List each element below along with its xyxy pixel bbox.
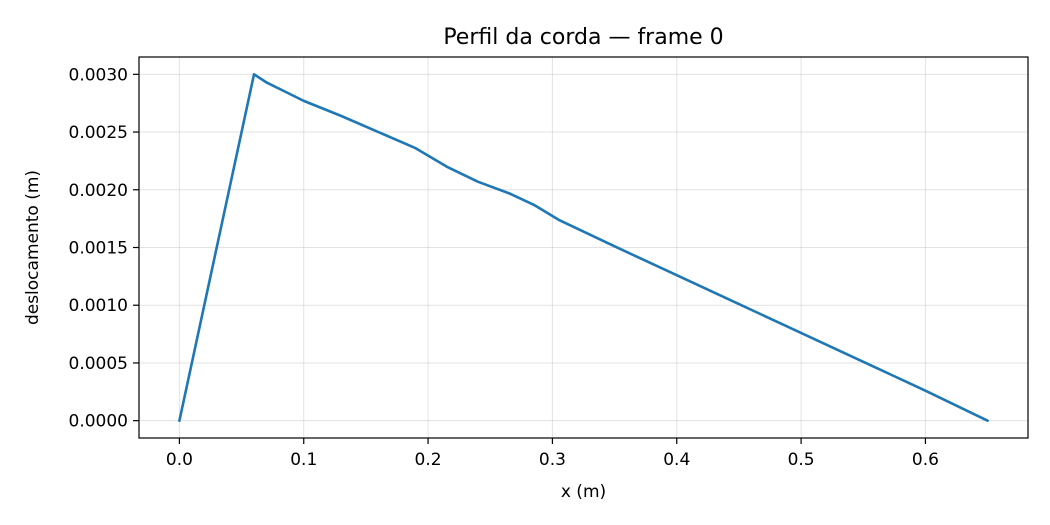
grid-lines <box>139 57 1028 438</box>
chart-title: Perfil da corda — frame 0 <box>443 25 723 50</box>
x-tick-label: 0.2 <box>415 450 442 470</box>
series-layer <box>178 73 989 422</box>
y-tick-label: 0.0015 <box>69 239 128 259</box>
y-tick-label: 0.0030 <box>69 65 128 85</box>
y-tick-label: 0.0010 <box>69 296 128 316</box>
x-tick-label: 0.3 <box>539 450 566 470</box>
x-axis-ticks: 0.0 0.1 0.2 0.3 0.4 0.5 0.6 <box>166 438 939 470</box>
series-line <box>178 73 989 422</box>
y-tick-label: 0.0025 <box>69 123 128 143</box>
x-tick-label: 0.0 <box>166 450 193 470</box>
y-tick-label: 0.0005 <box>69 354 128 374</box>
x-tick-label: 0.6 <box>912 450 939 470</box>
y-tick-label: 0.0020 <box>69 181 128 201</box>
x-tick-label: 0.4 <box>663 450 690 470</box>
x-axis-label: x (m) <box>561 482 606 502</box>
y-tick-label: 0.0000 <box>69 412 128 432</box>
x-tick-label: 0.5 <box>788 450 815 470</box>
y-axis-label: deslocamento (m) <box>23 170 43 325</box>
x-tick-label: 0.1 <box>290 450 317 470</box>
y-axis-ticks: 0.0000 0.0005 0.0010 0.0015 0.0020 0.0025 0.00… <box>69 65 139 432</box>
